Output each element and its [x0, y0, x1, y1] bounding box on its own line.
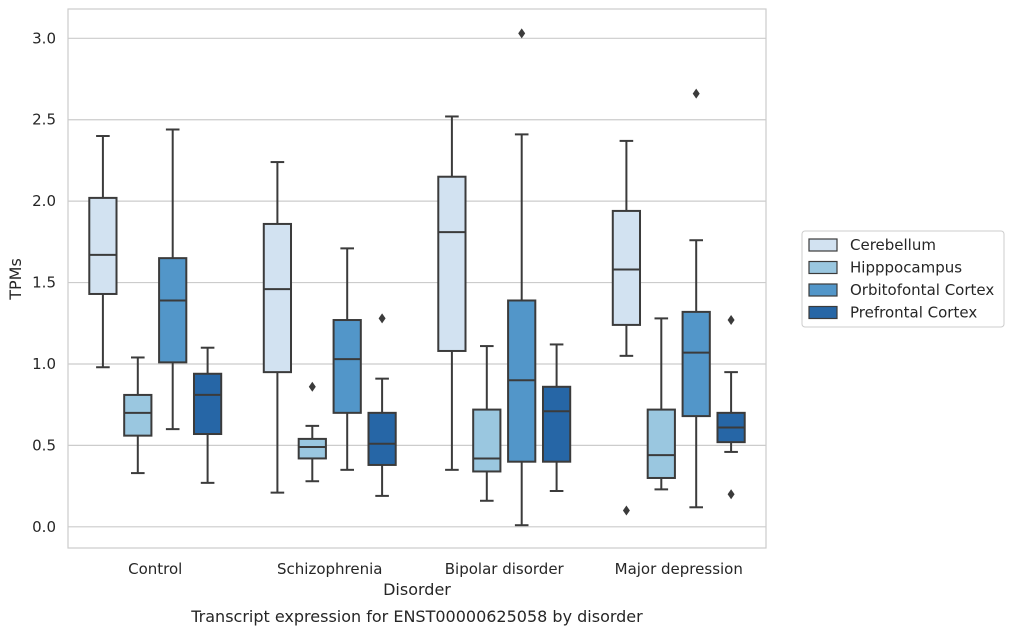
box — [262, 161, 293, 494]
x-tick-label: Major depression — [615, 560, 743, 578]
y-tick-label: 1.0 — [32, 355, 56, 373]
y-tick-label: 2.0 — [32, 192, 56, 210]
y-tick-label: 1.5 — [32, 274, 56, 292]
box-body — [646, 408, 676, 479]
box — [541, 343, 572, 493]
legend-item: Cerebellum — [808, 236, 936, 254]
y-tick-label: 3.0 — [32, 29, 56, 47]
box-body — [158, 257, 188, 364]
outlier-point — [622, 505, 630, 516]
legend-swatch — [808, 305, 838, 320]
outlier-point — [727, 315, 735, 326]
outlier-point — [518, 28, 526, 39]
legend-label: Cerebellum — [850, 236, 936, 254]
y-tick-label: 0.5 — [32, 436, 56, 454]
x-tick-label: Bipolar disorder — [445, 560, 565, 578]
box-body — [123, 393, 153, 437]
box-body — [367, 411, 397, 466]
box-body — [262, 222, 293, 374]
box-body — [437, 175, 467, 352]
box — [507, 28, 537, 527]
box — [367, 313, 397, 497]
legend-swatch — [808, 283, 838, 297]
box-body — [611, 209, 642, 326]
box — [611, 139, 642, 516]
x-axis-title: Disorder — [383, 580, 451, 599]
x-tick-label: Schizophrenia — [277, 560, 382, 578]
box-body — [472, 408, 502, 473]
outlier-point — [308, 381, 316, 392]
chart-caption: Transcript expression for ENST0000062505… — [190, 607, 643, 626]
legend-item: Prefrontal Cortex — [808, 304, 977, 322]
box-body — [541, 385, 572, 463]
outlier-point — [727, 489, 735, 500]
legend: Cerebellum Hipppocampus Orbitofontal Corte… — [801, 230, 1005, 328]
legend-item: Hipppocampus — [808, 259, 962, 277]
box-body — [332, 319, 362, 414]
box — [88, 135, 118, 369]
y-tick-label: 2.5 — [32, 111, 56, 129]
legend-swatch — [808, 260, 838, 275]
box — [681, 88, 711, 509]
y-tick-label: 0.0 — [32, 518, 56, 536]
legend-label: Hipppocampus — [850, 259, 962, 277]
legend-frame — [801, 230, 1005, 328]
box-body — [192, 372, 223, 436]
box — [332, 247, 362, 471]
y-axis-title: TPMs — [6, 258, 25, 301]
x-tick-label: Control — [128, 560, 182, 578]
box — [646, 317, 676, 491]
plot-frame — [67, 8, 767, 549]
outlier-point — [692, 88, 700, 99]
legend-swatch — [808, 238, 838, 252]
outlier-point — [378, 313, 386, 324]
box — [297, 381, 327, 483]
y-tick-labels: 0.0 0.5 1.0 1.5 2.0 2.5 3.0 — [32, 29, 56, 536]
x-tick-labels: Control Schizophrenia Bipolar disorder Majo… — [128, 560, 743, 578]
box-body — [681, 310, 711, 418]
box — [192, 346, 223, 484]
box — [158, 128, 188, 431]
box-body — [88, 196, 118, 295]
legend-label: Orbitofontal Cortex — [850, 281, 994, 299]
legend-item: Orbitofontal Cortex — [808, 281, 994, 299]
box — [472, 345, 502, 502]
box-body — [297, 437, 327, 460]
box — [716, 315, 746, 500]
box — [123, 356, 153, 475]
box-series — [88, 28, 746, 527]
legend-label: Prefrontal Cortex — [850, 304, 977, 322]
box — [437, 115, 467, 471]
